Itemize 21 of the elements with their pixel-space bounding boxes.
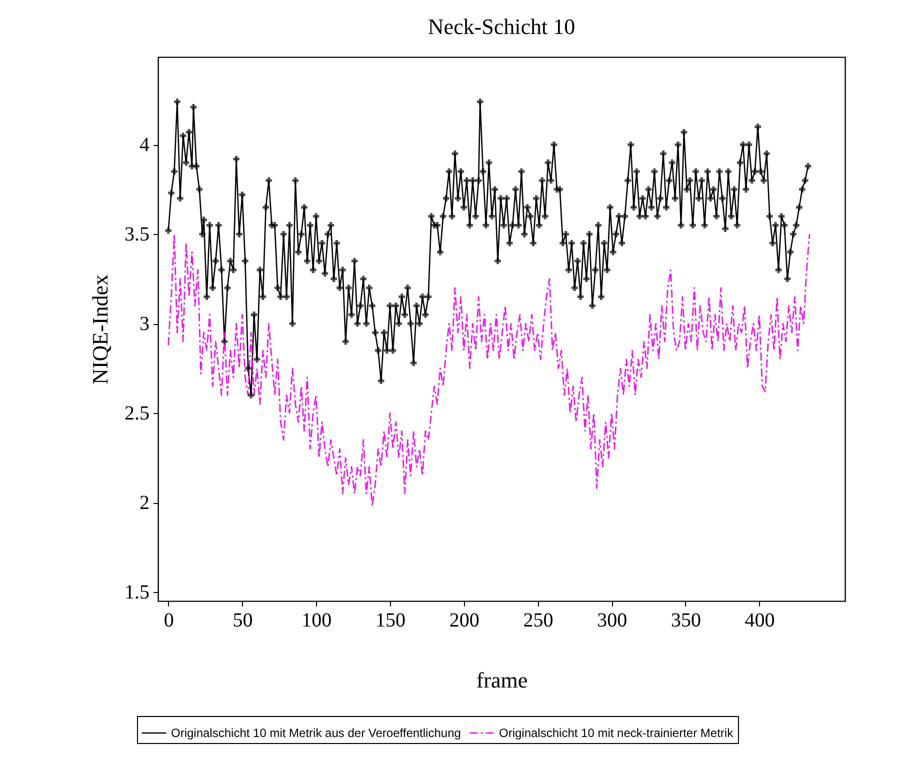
x-tick-label: 0: [164, 610, 174, 632]
legend-label: Originalschicht 10 mit Metrik aus der Veroeffentlichung: [171, 726, 461, 740]
x-tick-label: 100: [302, 610, 332, 632]
x-tick-label: 250: [523, 610, 554, 632]
y-axis-title: NIQE-Index: [88, 274, 112, 384]
x-tick-label: 350: [670, 610, 701, 632]
y-tick-label: 3.5: [124, 224, 150, 246]
y-tick-label: 2.5: [124, 402, 150, 425]
x-tick-label: 400: [744, 610, 775, 632]
x-tick-label: 150: [375, 610, 406, 632]
y-tick-label: 2: [140, 492, 150, 514]
x-axis-title: frame: [476, 668, 528, 692]
x-tick-label: 200: [449, 610, 480, 632]
y-tick-label: 4: [140, 134, 150, 156]
line-series: [168, 234, 810, 507]
y-tick-label: 3: [140, 313, 150, 336]
y-tick-label: 1.5: [124, 582, 150, 604]
chart-title: Neck-Schicht 10: [428, 14, 576, 39]
legend-label: Originalschicht 10 mit neck-trainierter Metrik: [499, 726, 734, 740]
x-tick-label: 300: [597, 610, 628, 632]
x-tick-label: 50: [232, 610, 253, 632]
